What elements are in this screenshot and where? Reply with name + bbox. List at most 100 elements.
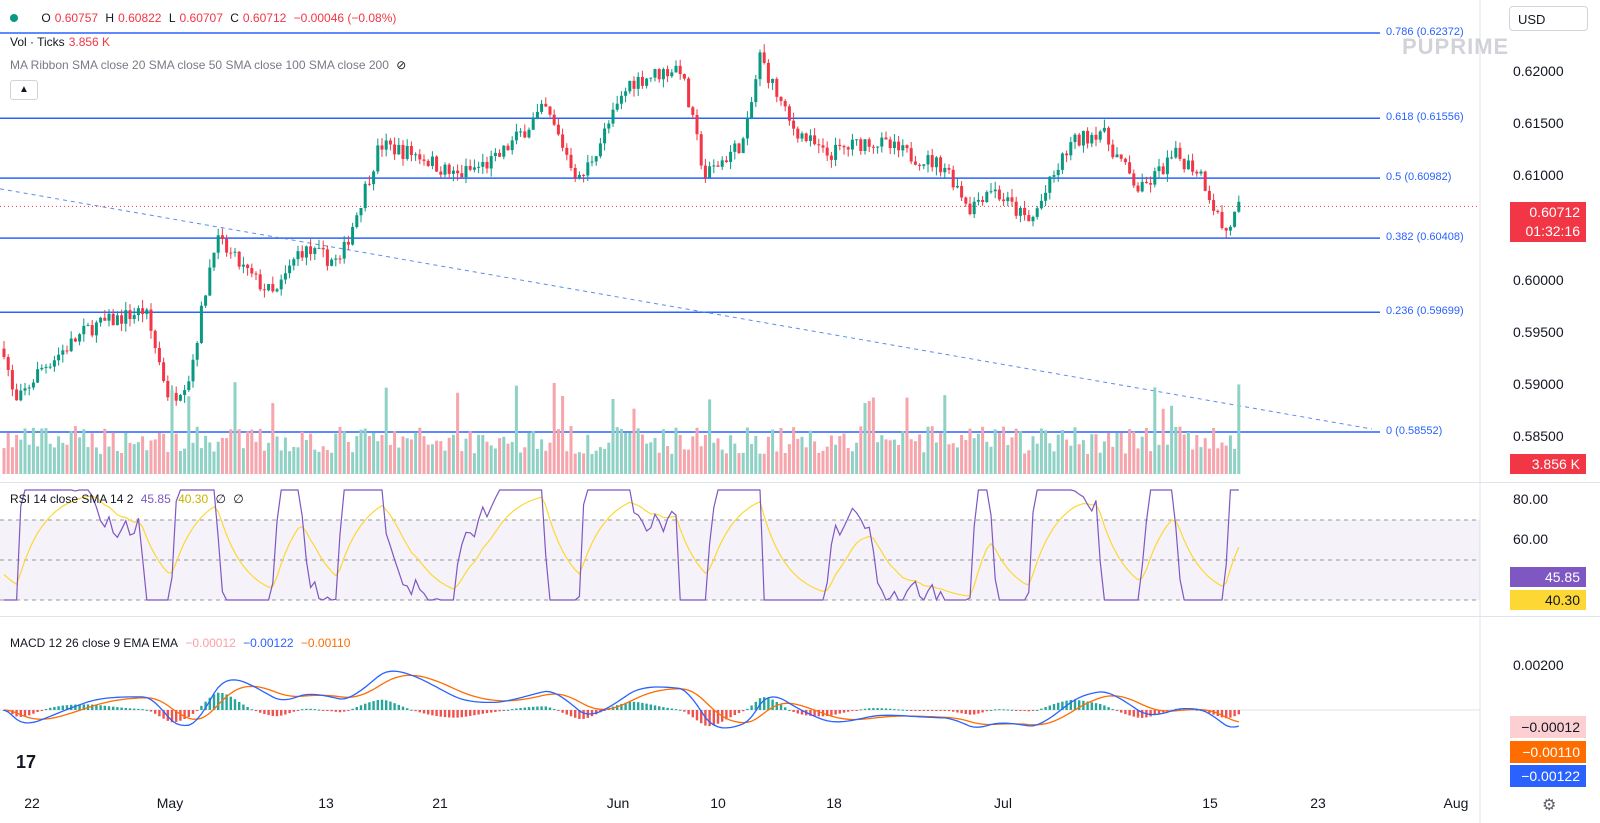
- candle: [632, 80, 636, 89]
- macd-hist-bar: [914, 710, 917, 711]
- candle: [1039, 200, 1043, 209]
- candle: [997, 189, 1001, 200]
- volume-bar: [376, 441, 380, 474]
- macd-signal-value: −0.00110: [300, 636, 351, 650]
- volume-bar: [1023, 453, 1027, 474]
- volume-bar: [540, 439, 544, 474]
- macd-hist-bar: [1019, 710, 1022, 711]
- fib-label: 0 (0.58552): [1386, 425, 1443, 437]
- pane-divider[interactable]: [0, 482, 1600, 483]
- candle: [523, 131, 527, 138]
- candle: [1195, 171, 1199, 174]
- candle: [934, 157, 938, 168]
- macd-hist-bar: [515, 708, 518, 710]
- time-axis-label: Jul: [994, 795, 1012, 811]
- volume-bar: [691, 436, 695, 474]
- volume-bar: [653, 437, 657, 474]
- macd-hist-bar: [393, 703, 396, 710]
- candle: [489, 156, 493, 169]
- macd-hist-bar: [238, 701, 241, 710]
- volume-bar: [674, 427, 678, 474]
- macd-hist-bar: [259, 710, 262, 713]
- volume-bar: [103, 428, 107, 474]
- candle: [720, 160, 724, 167]
- macd-hist-bar: [372, 701, 375, 710]
- volume-legend[interactable]: Vol · Ticks 3.856 K: [10, 35, 111, 49]
- candle: [1027, 215, 1031, 222]
- rsi-legend[interactable]: RSI 14 close SMA 14 2 45.85 40.30 ∅ ∅: [10, 492, 244, 506]
- candle: [519, 131, 523, 133]
- volume-bar: [855, 442, 859, 474]
- candle: [1069, 142, 1073, 156]
- candle: [964, 197, 968, 204]
- gear-icon[interactable]: ⚙: [1542, 797, 1557, 814]
- candle: [821, 145, 825, 148]
- candle: [897, 141, 901, 151]
- macd-hist-bar: [23, 710, 27, 717]
- macd-hist-bar: [561, 710, 564, 713]
- high-value: 0.60822: [118, 11, 162, 25]
- volume-bar: [317, 451, 321, 474]
- volume-bar: [561, 396, 565, 474]
- tradingview-logo-icon[interactable]: 17: [16, 752, 37, 772]
- macd-hist-value: −0.00012: [185, 636, 236, 650]
- candle: [313, 248, 317, 254]
- candle: [695, 114, 699, 135]
- macd-hist-bar: [1040, 708, 1043, 710]
- open-value: 0.60757: [54, 11, 99, 25]
- macd-hist-bar: [519, 707, 522, 710]
- pane-divider[interactable]: [0, 616, 1600, 617]
- macd-hist-bar: [359, 705, 363, 710]
- volume-bar: [552, 382, 556, 474]
- macd-hist-bar: [1099, 703, 1102, 710]
- candle: [901, 145, 905, 151]
- collapse-legend-button[interactable]: ▲: [10, 80, 38, 100]
- candle: [758, 52, 762, 80]
- macd-hist-bar: [536, 706, 539, 710]
- macd-hist-bar: [628, 701, 631, 710]
- macd-hist-bar: [128, 708, 132, 710]
- volume-bar: [254, 441, 258, 474]
- macd-hist-bar: [796, 710, 799, 714]
- candle: [960, 185, 964, 198]
- candle: [258, 274, 262, 290]
- candle: [712, 165, 716, 167]
- candle: [233, 251, 237, 253]
- macd-legend[interactable]: MACD 12 26 close 9 EMA EMA −0.00012 −0.0…: [10, 636, 351, 650]
- macd-hist-bar: [624, 702, 627, 710]
- macd-hist-bar: [1111, 709, 1114, 711]
- candle: [157, 347, 161, 363]
- volume-bar: [1027, 450, 1031, 474]
- volume-bar: [73, 426, 77, 474]
- candle: [800, 133, 804, 139]
- volume-bar: [695, 427, 699, 474]
- volume-bar: [6, 432, 10, 474]
- candle: [624, 91, 628, 96]
- currency-select[interactable]: USD: [1509, 6, 1588, 31]
- candle: [296, 251, 300, 260]
- volume-bar: [913, 441, 917, 474]
- macd-hist-bar: [19, 710, 22, 717]
- volume-bar: [1048, 443, 1052, 474]
- volume-bar: [166, 451, 170, 474]
- candle: [464, 166, 468, 178]
- macd-hist-bar: [183, 710, 186, 719]
- macd-hist-bar: [1233, 710, 1236, 717]
- macd-hist-bar: [964, 710, 967, 715]
- ma-ribbon-legend[interactable]: MA Ribbon SMA close 20 SMA close 50 SMA …: [10, 58, 407, 72]
- volume-bar: [384, 387, 388, 474]
- volume-bar: [27, 444, 31, 474]
- change-value: −0.00046 (−0.08%): [293, 11, 397, 25]
- candle: [884, 137, 888, 140]
- volume-bar: [661, 429, 665, 474]
- candle: [397, 144, 401, 155]
- macd-hist-bar: [876, 708, 879, 710]
- candle: [115, 315, 119, 326]
- eye-hidden-icon[interactable]: ⊘: [396, 58, 407, 72]
- candle: [44, 366, 48, 368]
- volume-bar: [1203, 438, 1207, 474]
- candle: [149, 309, 153, 331]
- candle: [15, 389, 19, 401]
- volume-bar: [867, 401, 871, 474]
